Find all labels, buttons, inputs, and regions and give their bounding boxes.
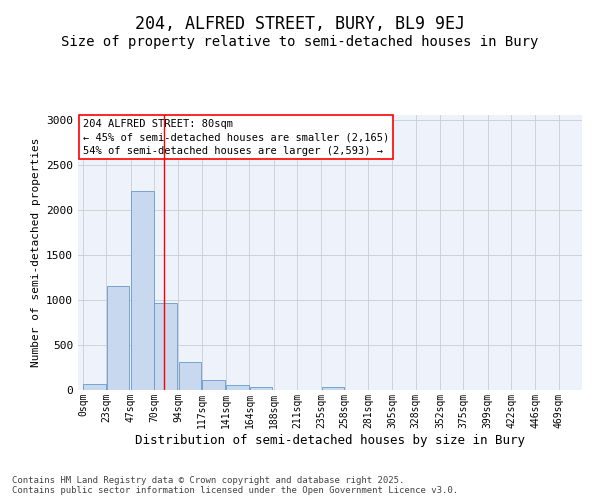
Bar bbox=[131, 190, 154, 390]
Text: 204 ALFRED STREET: 80sqm
← 45% of semi-detached houses are smaller (2,165)
54% o: 204 ALFRED STREET: 80sqm ← 45% of semi-d… bbox=[83, 119, 389, 156]
Text: Size of property relative to semi-detached houses in Bury: Size of property relative to semi-detach… bbox=[61, 35, 539, 49]
Bar bbox=[322, 388, 344, 390]
Bar bbox=[179, 362, 202, 390]
Bar bbox=[154, 302, 177, 390]
X-axis label: Distribution of semi-detached houses by size in Bury: Distribution of semi-detached houses by … bbox=[135, 434, 525, 446]
Text: Contains HM Land Registry data © Crown copyright and database right 2025.
Contai: Contains HM Land Registry data © Crown c… bbox=[12, 476, 458, 495]
Bar bbox=[250, 387, 272, 390]
Bar bbox=[107, 286, 130, 390]
Bar bbox=[202, 380, 224, 390]
Bar bbox=[226, 385, 249, 390]
Text: 204, ALFRED STREET, BURY, BL9 9EJ: 204, ALFRED STREET, BURY, BL9 9EJ bbox=[135, 15, 465, 33]
Bar bbox=[83, 384, 106, 390]
Y-axis label: Number of semi-detached properties: Number of semi-detached properties bbox=[31, 138, 41, 367]
